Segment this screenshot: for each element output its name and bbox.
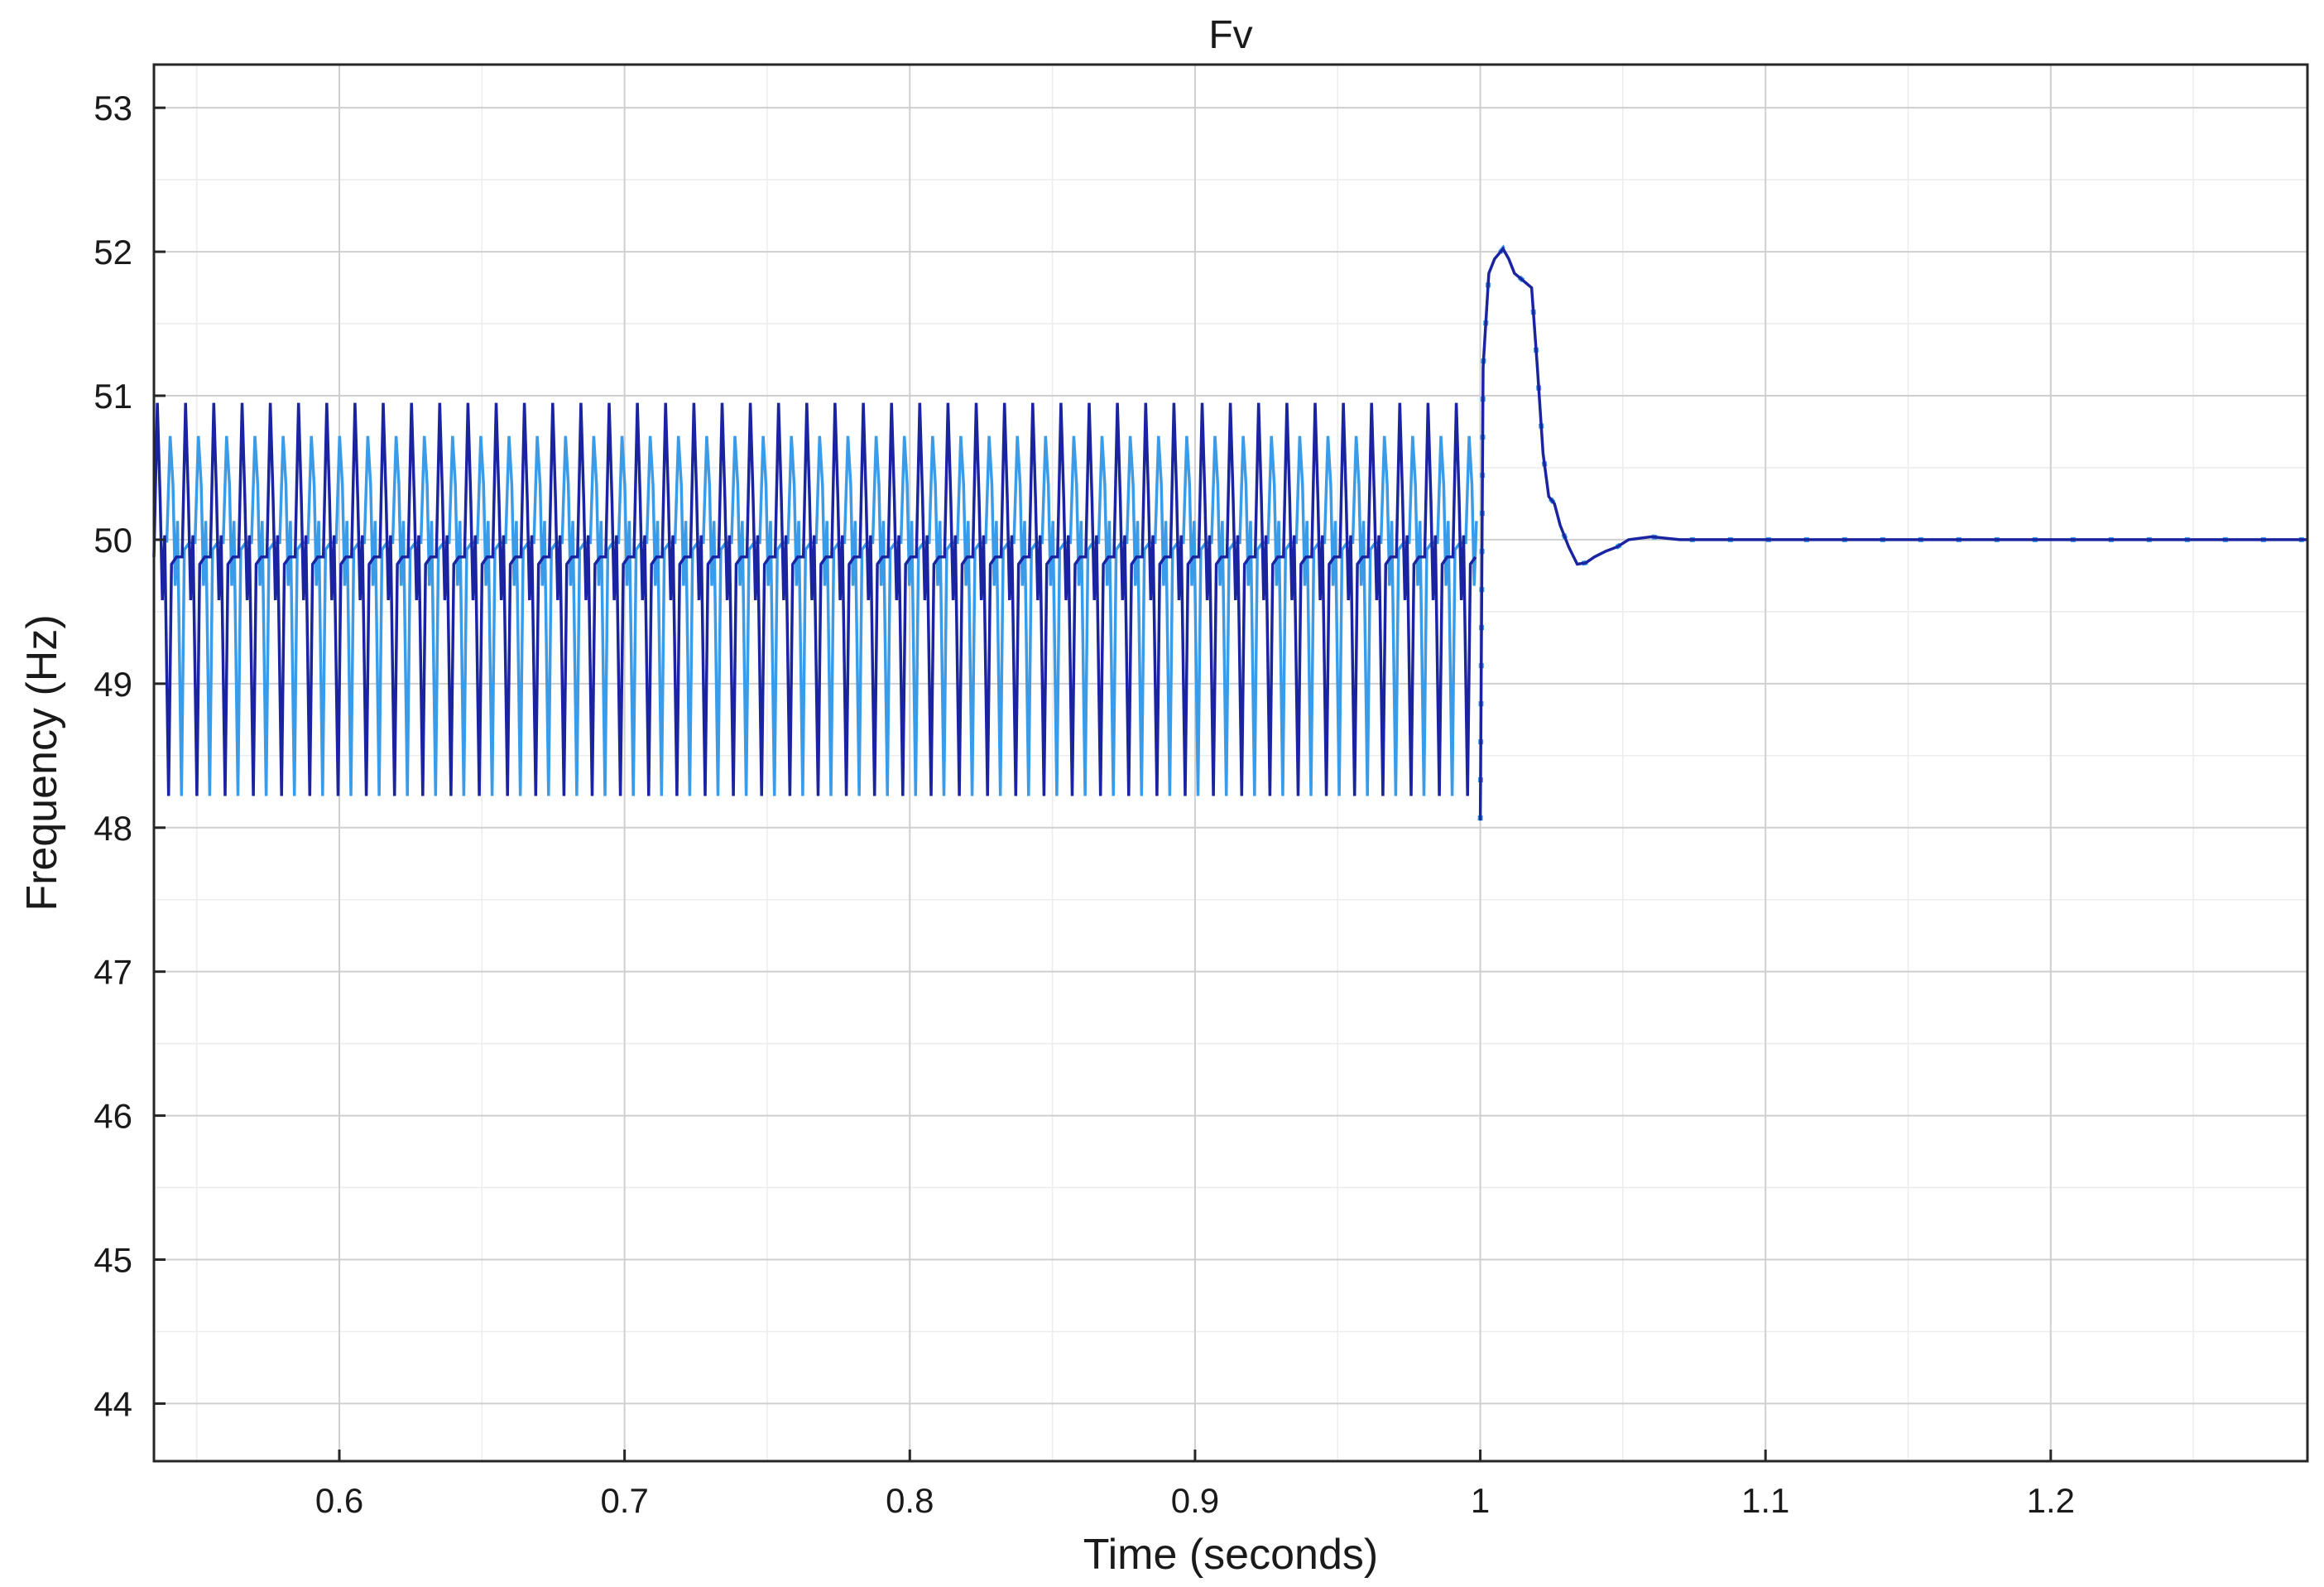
y-tick-label: 51: [94, 377, 132, 416]
y-tick-label: 45: [94, 1241, 132, 1280]
x-tick-label: 0.6: [315, 1481, 363, 1520]
x-tick-label: 0.9: [1171, 1481, 1219, 1520]
y-tick-label: 52: [94, 233, 132, 272]
series-line-dark-tail: [1478, 246, 2307, 821]
series-line-dark-oscillation: [152, 402, 1477, 796]
y-axis-label: Frequency (Hz): [18, 614, 66, 911]
y-tick-label: 49: [94, 665, 132, 704]
x-tick-label: 1.2: [2027, 1481, 2075, 1520]
x-tick-label: 1: [1471, 1481, 1490, 1520]
grid: [154, 65, 2307, 1461]
series-line-light-oscillation: [165, 435, 1478, 796]
x-tick-label: 0.8: [886, 1481, 934, 1520]
series-layer: [152, 244, 2307, 821]
y-tick-label: 50: [94, 521, 132, 560]
y-tick-label: 44: [94, 1384, 132, 1423]
x-axis-label: Time (seconds): [1083, 1531, 1378, 1579]
y-tick-label: 48: [94, 809, 132, 848]
x-tick-label: 1.1: [1741, 1481, 1789, 1520]
y-tick-label: 47: [94, 953, 132, 992]
y-tick-label: 53: [94, 89, 132, 127]
ticks: 44 45 46 47 48 49 50 51 52 53 0.6 0.7 0.8 0.9 1 1.1 1.2: [94, 89, 2075, 1520]
x-tick-label: 0.7: [600, 1481, 648, 1520]
chart-title: Fv: [1208, 13, 1252, 57]
y-tick-label: 46: [94, 1097, 132, 1136]
plot-frame: [152, 63, 2309, 1463]
